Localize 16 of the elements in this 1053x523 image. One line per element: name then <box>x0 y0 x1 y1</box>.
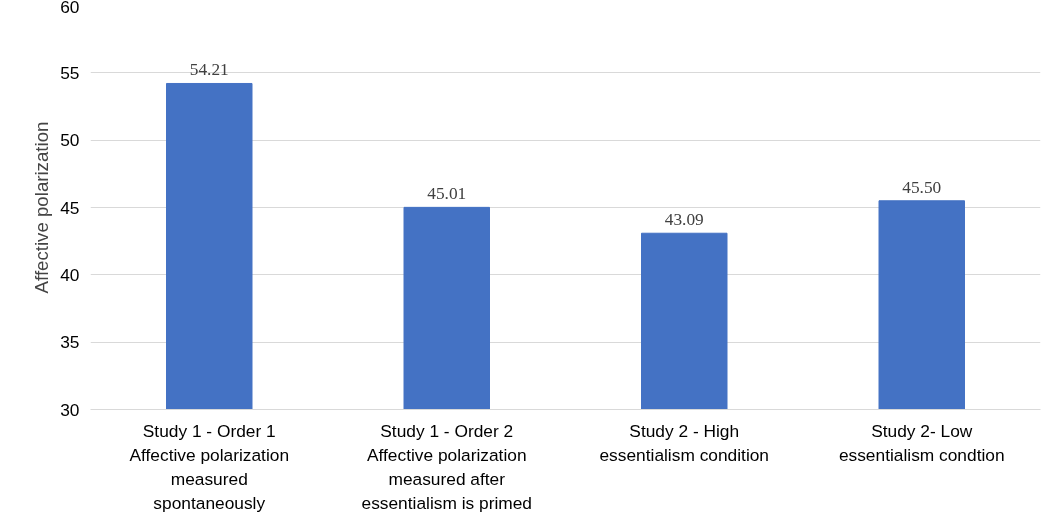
y-tick-label: 55 <box>60 62 80 83</box>
y-tick-label: 50 <box>60 130 80 151</box>
data-label: 43.09 <box>664 210 704 230</box>
x-tick-label: Study 1 - Order 2 Affective polarization measured after essentialism is primed <box>361 420 532 513</box>
x-tick-label: Study 1 - Order 1 Affective polarization measured spontaneously <box>129 420 290 513</box>
y-axis-title: Affective polarization <box>31 121 53 294</box>
data-label: 45.50 <box>902 177 942 197</box>
y-tick-label: 30 <box>60 399 80 420</box>
y-tick-label: 40 <box>60 264 80 285</box>
y-tick-label: 60 <box>60 0 80 17</box>
data-label: 54.21 <box>189 60 229 80</box>
x-tick-label: Study 2 - High essentialism condition <box>599 420 770 465</box>
data-label: 45.01 <box>427 184 467 204</box>
x-tick-label: Study 2- Low essentialism condtion <box>838 420 1005 465</box>
y-tick-label: 45 <box>60 197 80 218</box>
y-tick-label: 35 <box>60 332 80 353</box>
